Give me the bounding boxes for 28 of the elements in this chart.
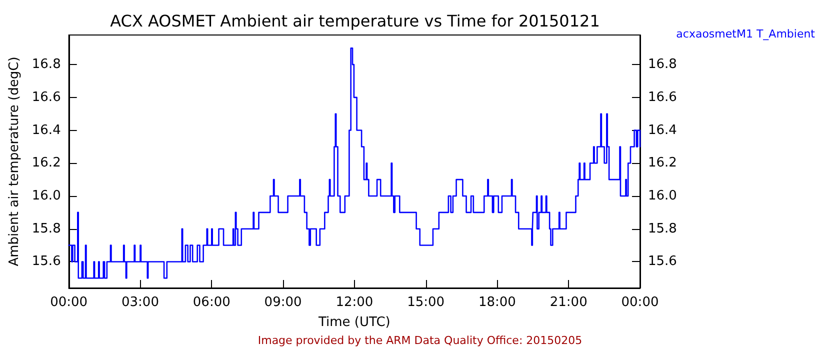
y-tick-label: 15.6 <box>32 254 61 270</box>
x-tick-label: 15:00 <box>407 295 445 310</box>
x-tick-label: 00:00 <box>50 295 88 310</box>
y-tick-label: 16.2 <box>32 156 61 171</box>
text: acxaosmetM1 T_Ambient <box>676 28 816 40</box>
y-axis-title: Ambient air temperature (degC) <box>7 56 22 266</box>
y2-tick-label: 16.4 <box>648 122 677 138</box>
x-tick-label: 09:00 <box>264 295 302 310</box>
y2-tick-label: 16.8 <box>648 57 677 72</box>
y2-tick-label: 16.6 <box>648 90 677 105</box>
x-axis-title: Time (UTC) <box>317 315 390 330</box>
y2-tick-label: 15.6 <box>648 254 677 270</box>
y-tick-label: 16.0 <box>32 188 61 204</box>
y2-tick-label: 16.0 <box>648 188 677 204</box>
x-tick-label: 06:00 <box>192 295 230 310</box>
y-tick-label: 16.8 <box>32 57 61 72</box>
x-tick-label: 03:00 <box>122 295 159 310</box>
x-tick-label: 18:00 <box>478 295 516 310</box>
text: Image provided by the ARM Data Quality Office: 20150205 <box>258 334 582 347</box>
x-tick-label: 00:00 <box>621 295 659 310</box>
chart-title: ACX AOSMET Ambient air temperature vs Time for 20150121 <box>110 12 600 30</box>
x-tick-label: 12:00 <box>336 295 374 310</box>
y2-tick-label: 16.2 <box>648 156 677 171</box>
y-tick-label: 16.4 <box>32 122 61 138</box>
y2-tick-label: 15.8 <box>648 221 677 236</box>
x-tick-label: 21:00 <box>550 295 588 310</box>
y-tick-label: 15.8 <box>32 221 61 236</box>
y-tick-label: 16.6 <box>32 90 61 105</box>
